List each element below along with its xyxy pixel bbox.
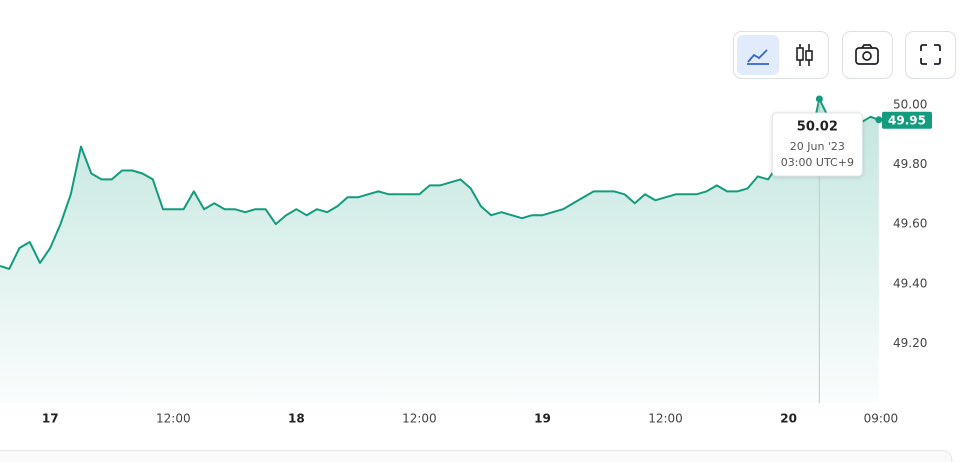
x-tick-label: 09:00 [864,412,899,426]
y-tick-label: 49.80 [893,157,927,171]
x-tick-label: 19 [534,412,551,426]
last-price-label: 49.95 [888,113,926,127]
tooltip: 50.02 20 Jun '23 03:00 UTC+9 [771,112,863,177]
area-fill [0,98,879,404]
y-tick-label: 50.00 [893,97,927,111]
area-chart-button[interactable] [737,35,779,75]
toolbar [733,31,956,79]
last-price-box [882,111,932,129]
y-tick-label: 49.60 [893,217,927,231]
x-tick-label: 12:00 [156,412,191,426]
x-tick-label: 12:00 [402,412,437,426]
scroll-bar [0,450,953,462]
tooltip-box [771,112,863,177]
screenshot-button[interactable] [842,31,893,79]
crosshair-dot [815,95,823,103]
tooltip-date: 20 Jun '23 [790,140,845,153]
y-tick-label: 49.40 [893,276,927,290]
fullscreen-button[interactable] [905,31,956,79]
y-tick-label: 49.20 [893,336,927,350]
x-tick-label: 12:00 [648,412,683,426]
last-point [875,116,883,124]
x-tick-label: 18 [288,412,305,426]
x-tick-label: 20 [780,412,797,426]
price-line [0,97,880,270]
x-tick-label: 17 [42,412,59,426]
plot-area: 50.00 49.80 49.60 49.40 49.20 17 12:00 18 12:00 1… [0,95,932,426]
candle-chart-button[interactable] [785,35,825,75]
tooltip-value: 50.02 [797,120,838,135]
tooltip-time: 03:00 UTC+9 [781,156,854,169]
